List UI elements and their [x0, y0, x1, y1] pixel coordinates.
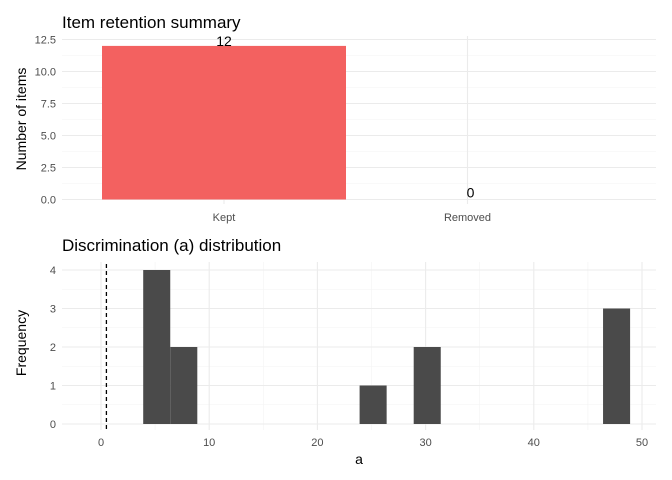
retention-bars — [102, 45, 346, 200]
discrimination-x-tick-label: 30 — [419, 437, 431, 449]
discrimination-y-ticks: 0 1 2 3 4 — [50, 265, 56, 431]
discrimination-y-tick-label: 3 — [50, 304, 56, 316]
retention-chart-title: Item retention summary — [62, 13, 241, 32]
histogram-bar — [603, 308, 631, 424]
histogram-bar — [143, 270, 171, 424]
retention-y-ticks: 0.0 2.5 5.0 7.5 10.0 12.5 — [35, 35, 56, 207]
discrimination-chart-title: Discrimination (a) distribution — [62, 236, 281, 255]
discrimination-x-tick-label: 50 — [636, 437, 648, 449]
retention-y-tick-label: 0.0 — [41, 195, 56, 207]
histogram-bar — [359, 385, 387, 424]
discrimination-x-tick-label: 20 — [311, 437, 323, 449]
retention-y-tick-label: 2.5 — [41, 163, 56, 175]
discrimination-y-tick-label: 1 — [50, 381, 56, 393]
retention-y-tick-label: 7.5 — [41, 99, 56, 111]
discrimination-histogram-bars — [143, 270, 631, 424]
retention-x-tick-label: Removed — [444, 212, 491, 224]
discrimination-y-axis-title: Frequency — [13, 310, 29, 376]
retention-y-tick-label: 10.0 — [35, 67, 56, 79]
discrimination-y-tick-label: 2 — [50, 342, 56, 354]
retention-bar-kept — [102, 45, 346, 200]
histogram-bar — [413, 347, 441, 424]
retention-y-tick-label: 5.0 — [41, 131, 56, 143]
discrimination-x-ticks: 0 10 20 30 40 50 — [98, 437, 648, 449]
discrimination-y-tick-label: 0 — [50, 419, 56, 431]
retention-y-tick-label: 12.5 — [35, 35, 56, 47]
discrimination-x-axis-title: a — [355, 451, 363, 467]
retention-panel: 12 0 0.0 2.5 5.0 7.5 10.0 12.5 Kept Removed Ite… — [13, 13, 656, 224]
discrimination-x-tick-label: 10 — [203, 437, 215, 449]
discrimination-panel: 0 1 2 3 4 0 10 20 30 40 50 Discrimination (a) dis… — [13, 236, 656, 467]
retention-x-tick-label: Kept — [213, 212, 236, 224]
histogram-bar — [170, 347, 198, 424]
retention-data-labels: 12 0 — [216, 33, 474, 201]
discrimination-x-tick-label: 0 — [98, 437, 104, 449]
discrimination-x-tick-label: 40 — [528, 437, 540, 449]
retention-y-axis-title: Number of items — [13, 68, 29, 171]
retention-bar-value-label: 0 — [467, 185, 475, 201]
retention-x-ticks: Kept Removed — [213, 212, 491, 224]
retention-bar-value-label: 12 — [216, 33, 232, 49]
discrimination-y-tick-label: 4 — [50, 265, 56, 277]
